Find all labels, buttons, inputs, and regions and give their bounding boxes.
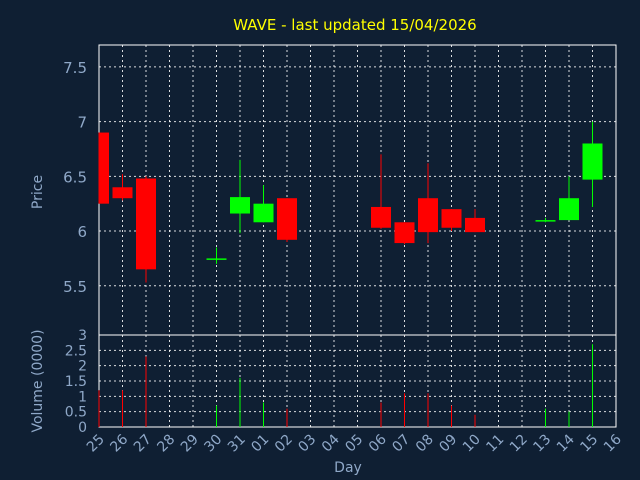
price-axis-label: Price bbox=[30, 175, 46, 209]
candle-body bbox=[99, 132, 109, 204]
day-tick-label: 09 bbox=[436, 432, 460, 456]
candle-body bbox=[136, 178, 156, 270]
candle bbox=[582, 121, 603, 207]
day-tick-label: 02 bbox=[272, 432, 296, 456]
volume-tick-label: 2 bbox=[78, 359, 87, 375]
price-tick-label: 7 bbox=[77, 114, 87, 132]
chart-title: WAVE - last updated 15/04/2026 bbox=[233, 16, 476, 34]
candle-body bbox=[535, 220, 556, 222]
candle bbox=[465, 209, 485, 233]
volume-tick-label: 0.5 bbox=[65, 405, 87, 421]
day-tick-label: 06 bbox=[366, 431, 390, 455]
candle-body bbox=[441, 209, 462, 228]
price-tick-label: 6.5 bbox=[63, 168, 87, 186]
candle bbox=[535, 217, 556, 223]
grid-lines bbox=[98, 45, 617, 427]
day-tick-label: 13 bbox=[530, 432, 554, 456]
candle bbox=[418, 163, 438, 244]
candle bbox=[230, 159, 250, 234]
candle-body bbox=[465, 217, 485, 233]
candle bbox=[136, 176, 156, 283]
volume-tick-label: 0 bbox=[78, 420, 87, 436]
day-tick-label: 27 bbox=[131, 432, 155, 456]
candle-body bbox=[418, 198, 438, 233]
day-tick-label: 15 bbox=[577, 432, 601, 456]
candle bbox=[394, 222, 415, 245]
day-tick-label: 03 bbox=[295, 432, 319, 456]
day-tick-label: 12 bbox=[507, 432, 531, 456]
day-tick-label: 01 bbox=[248, 432, 272, 456]
candle-body bbox=[394, 222, 415, 244]
day-tick-label: 11 bbox=[483, 432, 507, 456]
candle bbox=[277, 198, 297, 242]
day-tick-label: 25 bbox=[84, 432, 108, 456]
volume-axis-label: Volume (0000) bbox=[30, 329, 46, 432]
day-tick-label: 04 bbox=[319, 431, 343, 455]
candle bbox=[441, 209, 462, 232]
candle-body bbox=[253, 203, 274, 223]
day-tick-label: 28 bbox=[154, 432, 178, 456]
candle-body bbox=[206, 258, 227, 260]
candle bbox=[98, 132, 109, 204]
volume-tick-label: 1.5 bbox=[65, 374, 87, 390]
candle bbox=[559, 176, 579, 221]
candle-body bbox=[371, 206, 391, 228]
day-tick-label: 29 bbox=[178, 432, 202, 456]
day-tick-label: 08 bbox=[413, 432, 437, 456]
candle-body bbox=[112, 187, 133, 199]
price-axis: 5.5 6 6.5 7 7.5 bbox=[63, 59, 87, 296]
candle bbox=[371, 154, 391, 229]
price-tick-label: 5.5 bbox=[63, 278, 87, 296]
volume-tick-label: 3 bbox=[78, 328, 87, 344]
day-tick-label: 05 bbox=[342, 432, 366, 456]
volume-bars-layer bbox=[98, 344, 593, 427]
volume-axis: 00.511.522.53 bbox=[65, 328, 87, 436]
day-tick-label: 10 bbox=[460, 432, 484, 456]
day-tick-label: 14 bbox=[554, 431, 578, 455]
candle bbox=[253, 185, 274, 223]
candle-body bbox=[230, 197, 250, 214]
candle bbox=[112, 174, 133, 201]
volume-tick-label: 1 bbox=[78, 389, 87, 405]
day-tick-label: 30 bbox=[201, 432, 225, 456]
candle-body bbox=[277, 198, 297, 240]
candle bbox=[206, 247, 227, 264]
price-tick-label: 6 bbox=[77, 223, 87, 241]
day-axis-label: Day bbox=[334, 460, 362, 476]
candle-body bbox=[582, 143, 603, 180]
day-tick-label: 26 bbox=[107, 431, 131, 455]
candles-layer bbox=[98, 121, 603, 283]
day-tick-label: 31 bbox=[225, 432, 249, 456]
day-tick-label: 07 bbox=[389, 432, 413, 456]
volume-tick-label: 2.5 bbox=[65, 343, 87, 359]
candle-body bbox=[559, 198, 579, 221]
price-tick-label: 7.5 bbox=[63, 59, 87, 77]
day-axis: 25 26 27 28 29 30 31 01 02 03 04 05 06 07 08 09 10 11 12 13… bbox=[84, 431, 625, 455]
day-tick-label: 16 bbox=[601, 431, 625, 455]
